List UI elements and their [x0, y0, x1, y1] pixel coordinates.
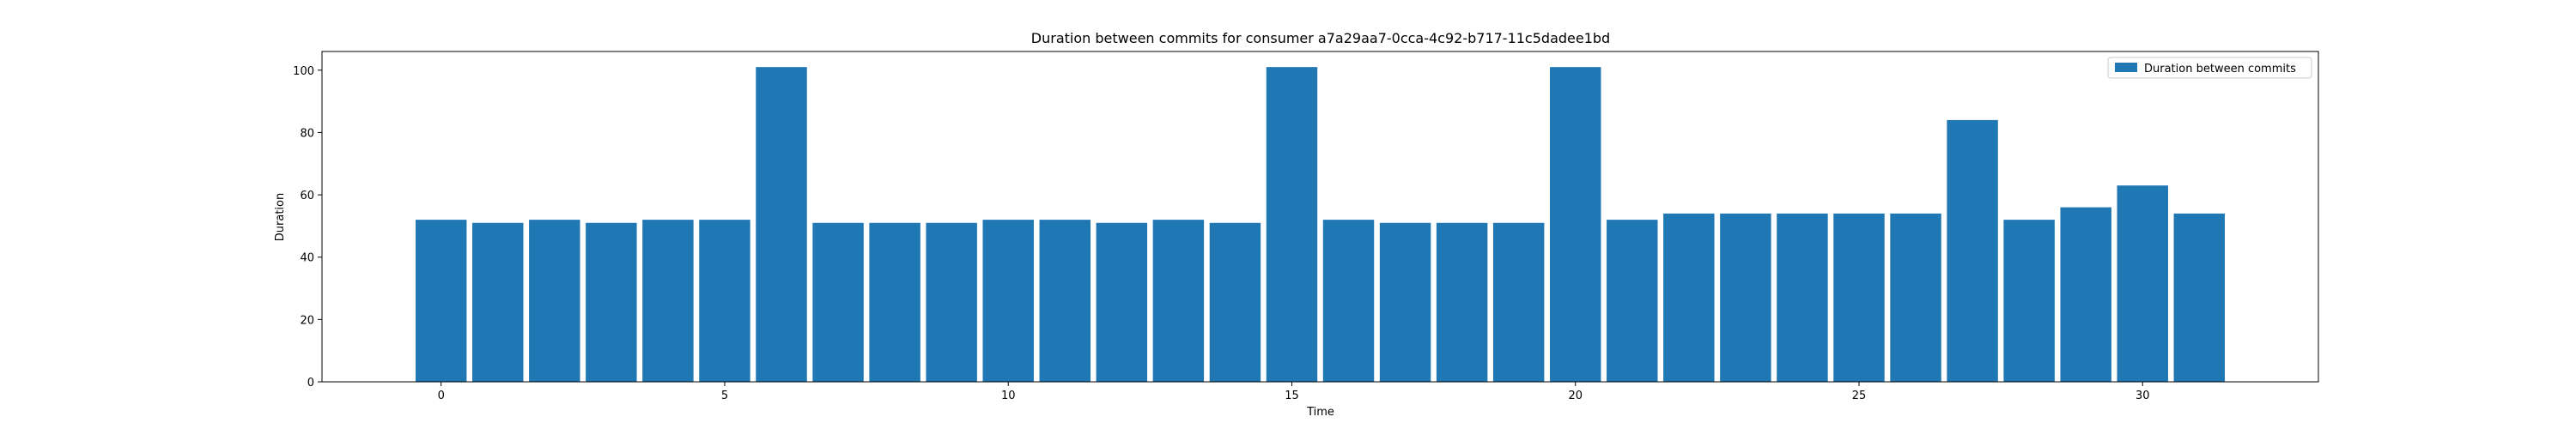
bar	[1663, 213, 1715, 382]
bars-group	[415, 67, 2226, 383]
bar	[1379, 222, 1431, 382]
y-tick-label: 20	[300, 314, 314, 327]
bar	[1890, 213, 1941, 382]
bar	[982, 220, 1034, 382]
chart-title: Duration between commits for consumer a7…	[1031, 30, 1610, 46]
plot-frame	[321, 51, 2319, 383]
x-axis-label: Time	[1306, 406, 1334, 419]
x-tick-label: 20	[1568, 390, 1583, 402]
bar	[1436, 222, 1488, 382]
x-tick-label: 5	[721, 390, 728, 402]
bar	[1266, 67, 1318, 383]
y-tick-label: 0	[307, 377, 314, 390]
bar	[699, 220, 750, 382]
legend-label: Duration between commits	[2144, 63, 2296, 76]
y-axis-label: Duration	[274, 193, 287, 241]
y-tick-label: 40	[300, 252, 314, 265]
bar	[2003, 220, 2055, 382]
x-tick-label: 10	[1001, 390, 1016, 402]
bar	[1096, 222, 1148, 382]
x-tick-label: 30	[2136, 390, 2150, 402]
bar	[1833, 213, 1885, 382]
bar	[1209, 222, 1261, 382]
x-axis-ticks: 0 5 10 15 20 25 30	[438, 382, 2150, 402]
bar	[1947, 119, 1998, 383]
legend-frame	[2107, 57, 2312, 79]
bar	[2117, 185, 2168, 382]
bar	[926, 222, 977, 382]
bar	[415, 220, 467, 382]
bar	[812, 222, 864, 382]
bar	[586, 222, 637, 382]
bar	[1152, 220, 1205, 382]
bar	[529, 220, 580, 382]
y-tick-label: 80	[300, 127, 314, 140]
bar	[642, 220, 694, 382]
bar	[1550, 67, 1601, 383]
y-axis-ticks: 0 20 40 60 80 100	[293, 65, 322, 390]
bar	[869, 222, 920, 382]
bar	[1777, 213, 1828, 382]
bar	[1492, 222, 1545, 382]
legend-swatch	[2115, 63, 2137, 72]
bar	[756, 67, 807, 383]
bar	[2173, 213, 2226, 382]
x-tick-label: 25	[1852, 390, 1867, 402]
x-tick-label: 15	[1285, 390, 1299, 402]
y-tick-label: 60	[300, 190, 314, 202]
bar	[1720, 213, 1771, 382]
y-tick-label: 100	[293, 65, 314, 78]
x-tick-label: 0	[438, 390, 445, 402]
bar	[472, 222, 524, 382]
bar	[1039, 220, 1091, 382]
legend: Duration between commits	[2107, 57, 2312, 79]
bar	[2060, 207, 2111, 382]
bar	[1607, 220, 1658, 382]
bar	[1322, 220, 1375, 382]
